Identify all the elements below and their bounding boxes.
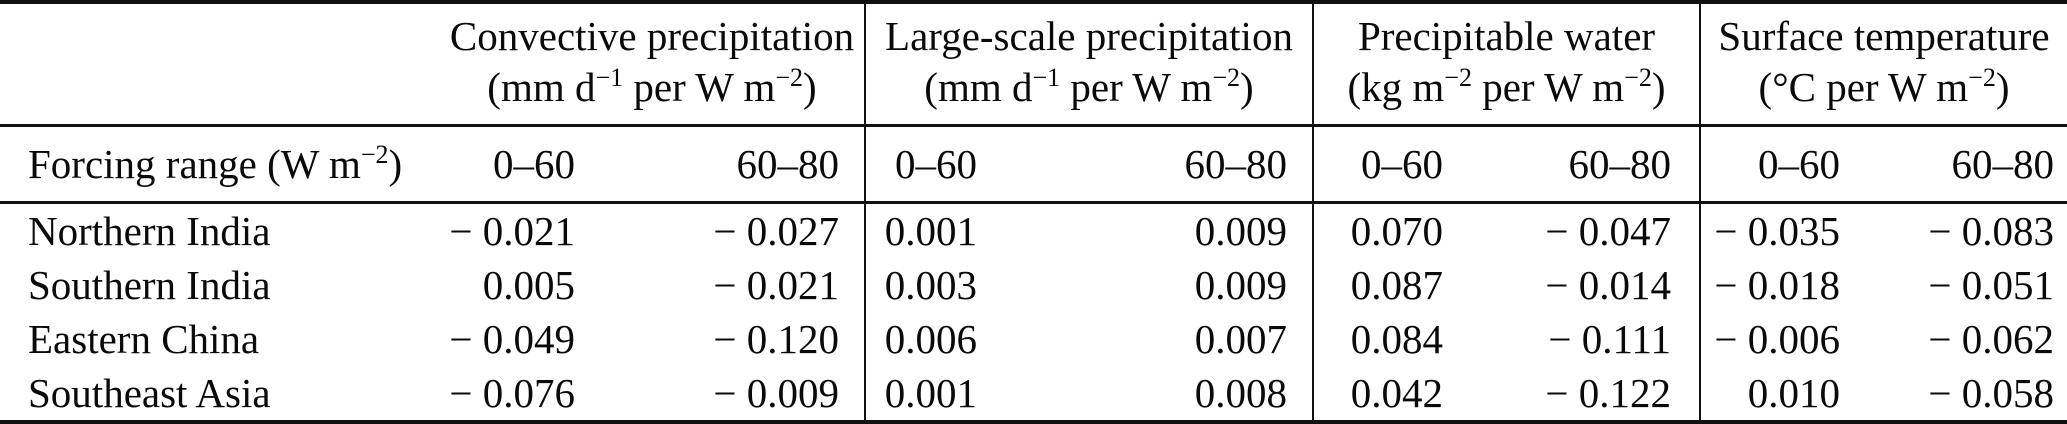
unit-text: ) [1240, 63, 1254, 110]
unit-text: (°C per W m [1758, 63, 1969, 110]
unit-superscript: −2 [360, 140, 389, 169]
unit-text: per W m [1471, 63, 1625, 110]
value-cell: 0.008 [990, 365, 1314, 422]
table-body: Northern India − 0.021 − 0.027 0.001 0.0… [0, 202, 2067, 422]
value-cell: 0.087 [1350, 261, 1443, 308]
value-cell: 0.005 [482, 261, 575, 308]
range-header: 60–80 [990, 125, 1314, 204]
unit-text: ) [388, 141, 403, 187]
group-header-surface-temperature: Surface temperature (°C per W m−2) [1700, 2, 2067, 127]
unit-superscript: −2 [1968, 62, 1996, 92]
forcing-range-label: Forcing range (W m−2) [0, 125, 440, 204]
region-cell: Southern India [28, 261, 271, 308]
unit-superscript: −2 [1444, 62, 1472, 92]
range-header: 60–80 [1455, 125, 1702, 204]
value-cell: − 0.058 [1928, 369, 2055, 416]
range-header: 0–60 [1313, 125, 1455, 204]
table-row: Southeast Asia − 0.076 − 0.009 0.001 0.0… [0, 365, 2067, 422]
group-title: Surface temperature [1718, 12, 2050, 59]
region-cell: Northern India [28, 208, 271, 254]
value-cell: 0.084 [1350, 315, 1443, 362]
forcing-range-row: Forcing range (W m−2) 0–60 60–80 0–60 60… [0, 125, 2067, 204]
group-title: Precipitable water [1357, 12, 1656, 59]
unit-superscript: −2 [1212, 62, 1241, 92]
value-cell: − 0.122 [1455, 365, 1702, 422]
value-cell: − 0.009 [590, 365, 866, 422]
group-header-precipitable-water: Precipitable water (kg m−2 per W m−2) [1313, 2, 1702, 127]
value-cell: 0.001 [884, 208, 977, 254]
table-row: Northern India − 0.021 − 0.027 0.001 0.0… [0, 202, 2067, 259]
unit-text: (mm d [924, 63, 1033, 110]
value-cell: 0.003 [884, 261, 977, 308]
unit-text: (kg m [1347, 63, 1445, 110]
value-cell: − 0.049 [449, 315, 575, 362]
unit-text: per W m [1060, 63, 1213, 110]
unit-superscript: −2 [775, 62, 804, 92]
unit-text: ) [803, 63, 817, 110]
value-cell: − 0.047 [1455, 202, 1702, 259]
value-cell: − 0.006 [1714, 315, 1841, 362]
unit-text: per W m [623, 63, 776, 110]
unit-text: (mm d [487, 63, 596, 110]
table-row: Eastern China − 0.049 − 0.120 0.006 0.00… [0, 311, 2067, 366]
value-cell: − 0.120 [590, 311, 866, 366]
value-cell: − 0.076 [449, 369, 575, 416]
unit-text: ) [1651, 63, 1666, 110]
group-title: Convective precipitation [449, 12, 855, 59]
group-unit: (kg m−2 per W m−2) [1314, 62, 1699, 118]
unit-superscript: −1 [1032, 62, 1061, 92]
unit-text: ) [1995, 63, 2010, 110]
value-cell: 0.009 [990, 202, 1314, 259]
region-cell: Southeast Asia [28, 369, 271, 416]
value-cell: − 0.027 [590, 202, 866, 259]
table-row: Southern India 0.005 − 0.021 0.003 0.009… [0, 258, 2067, 312]
value-cell: 0.009 [990, 258, 1314, 312]
range-header: 60–80 [590, 125, 866, 204]
value-cell: − 0.018 [1714, 261, 1841, 308]
group-unit: (°C per W m−2) [1701, 62, 2067, 118]
unit-superscript: −2 [1624, 62, 1652, 92]
value-cell: 0.006 [884, 315, 977, 362]
range-header: 0–60 [865, 125, 990, 204]
value-cell: 0.001 [884, 369, 977, 416]
value-cell: − 0.014 [1455, 258, 1702, 312]
value-cell: 0.010 [1747, 369, 1841, 416]
value-cell: − 0.062 [1928, 315, 2055, 362]
group-unit: (mm d−1 per W m−2) [866, 62, 1312, 118]
value-cell: 0.007 [990, 311, 1314, 366]
value-cell: − 0.051 [1928, 261, 2055, 308]
value-cell: 0.070 [1350, 208, 1443, 254]
value-cell: − 0.083 [1928, 208, 2055, 254]
unit-superscript: −1 [595, 62, 624, 92]
group-header-convective-precipitation: Convective precipitation (mm d−1 per W m… [440, 2, 866, 127]
range-header: 60–80 [1852, 125, 2067, 204]
group-unit: (mm d−1 per W m−2) [440, 62, 864, 118]
corner-empty-cell [0, 2, 440, 127]
range-header: 0–60 [440, 125, 590, 204]
group-title: Large-scale precipitation [885, 12, 1293, 59]
group-header-large-scale-precipitation: Large-scale precipitation (mm d−1 per W … [865, 2, 1314, 127]
region-cell: Eastern China [28, 315, 260, 362]
range-header: 0–60 [1700, 125, 1853, 204]
value-cell: − 0.035 [1714, 208, 1841, 254]
value-cell: − 0.111 [1455, 311, 1702, 366]
value-cell: 0.042 [1350, 369, 1443, 416]
value-cell: − 0.021 [590, 258, 866, 312]
value-cell: − 0.021 [449, 208, 575, 254]
group-header-row: Convective precipitation (mm d−1 per W m… [0, 2, 2067, 127]
unit-text: Forcing range (W m [28, 141, 361, 187]
